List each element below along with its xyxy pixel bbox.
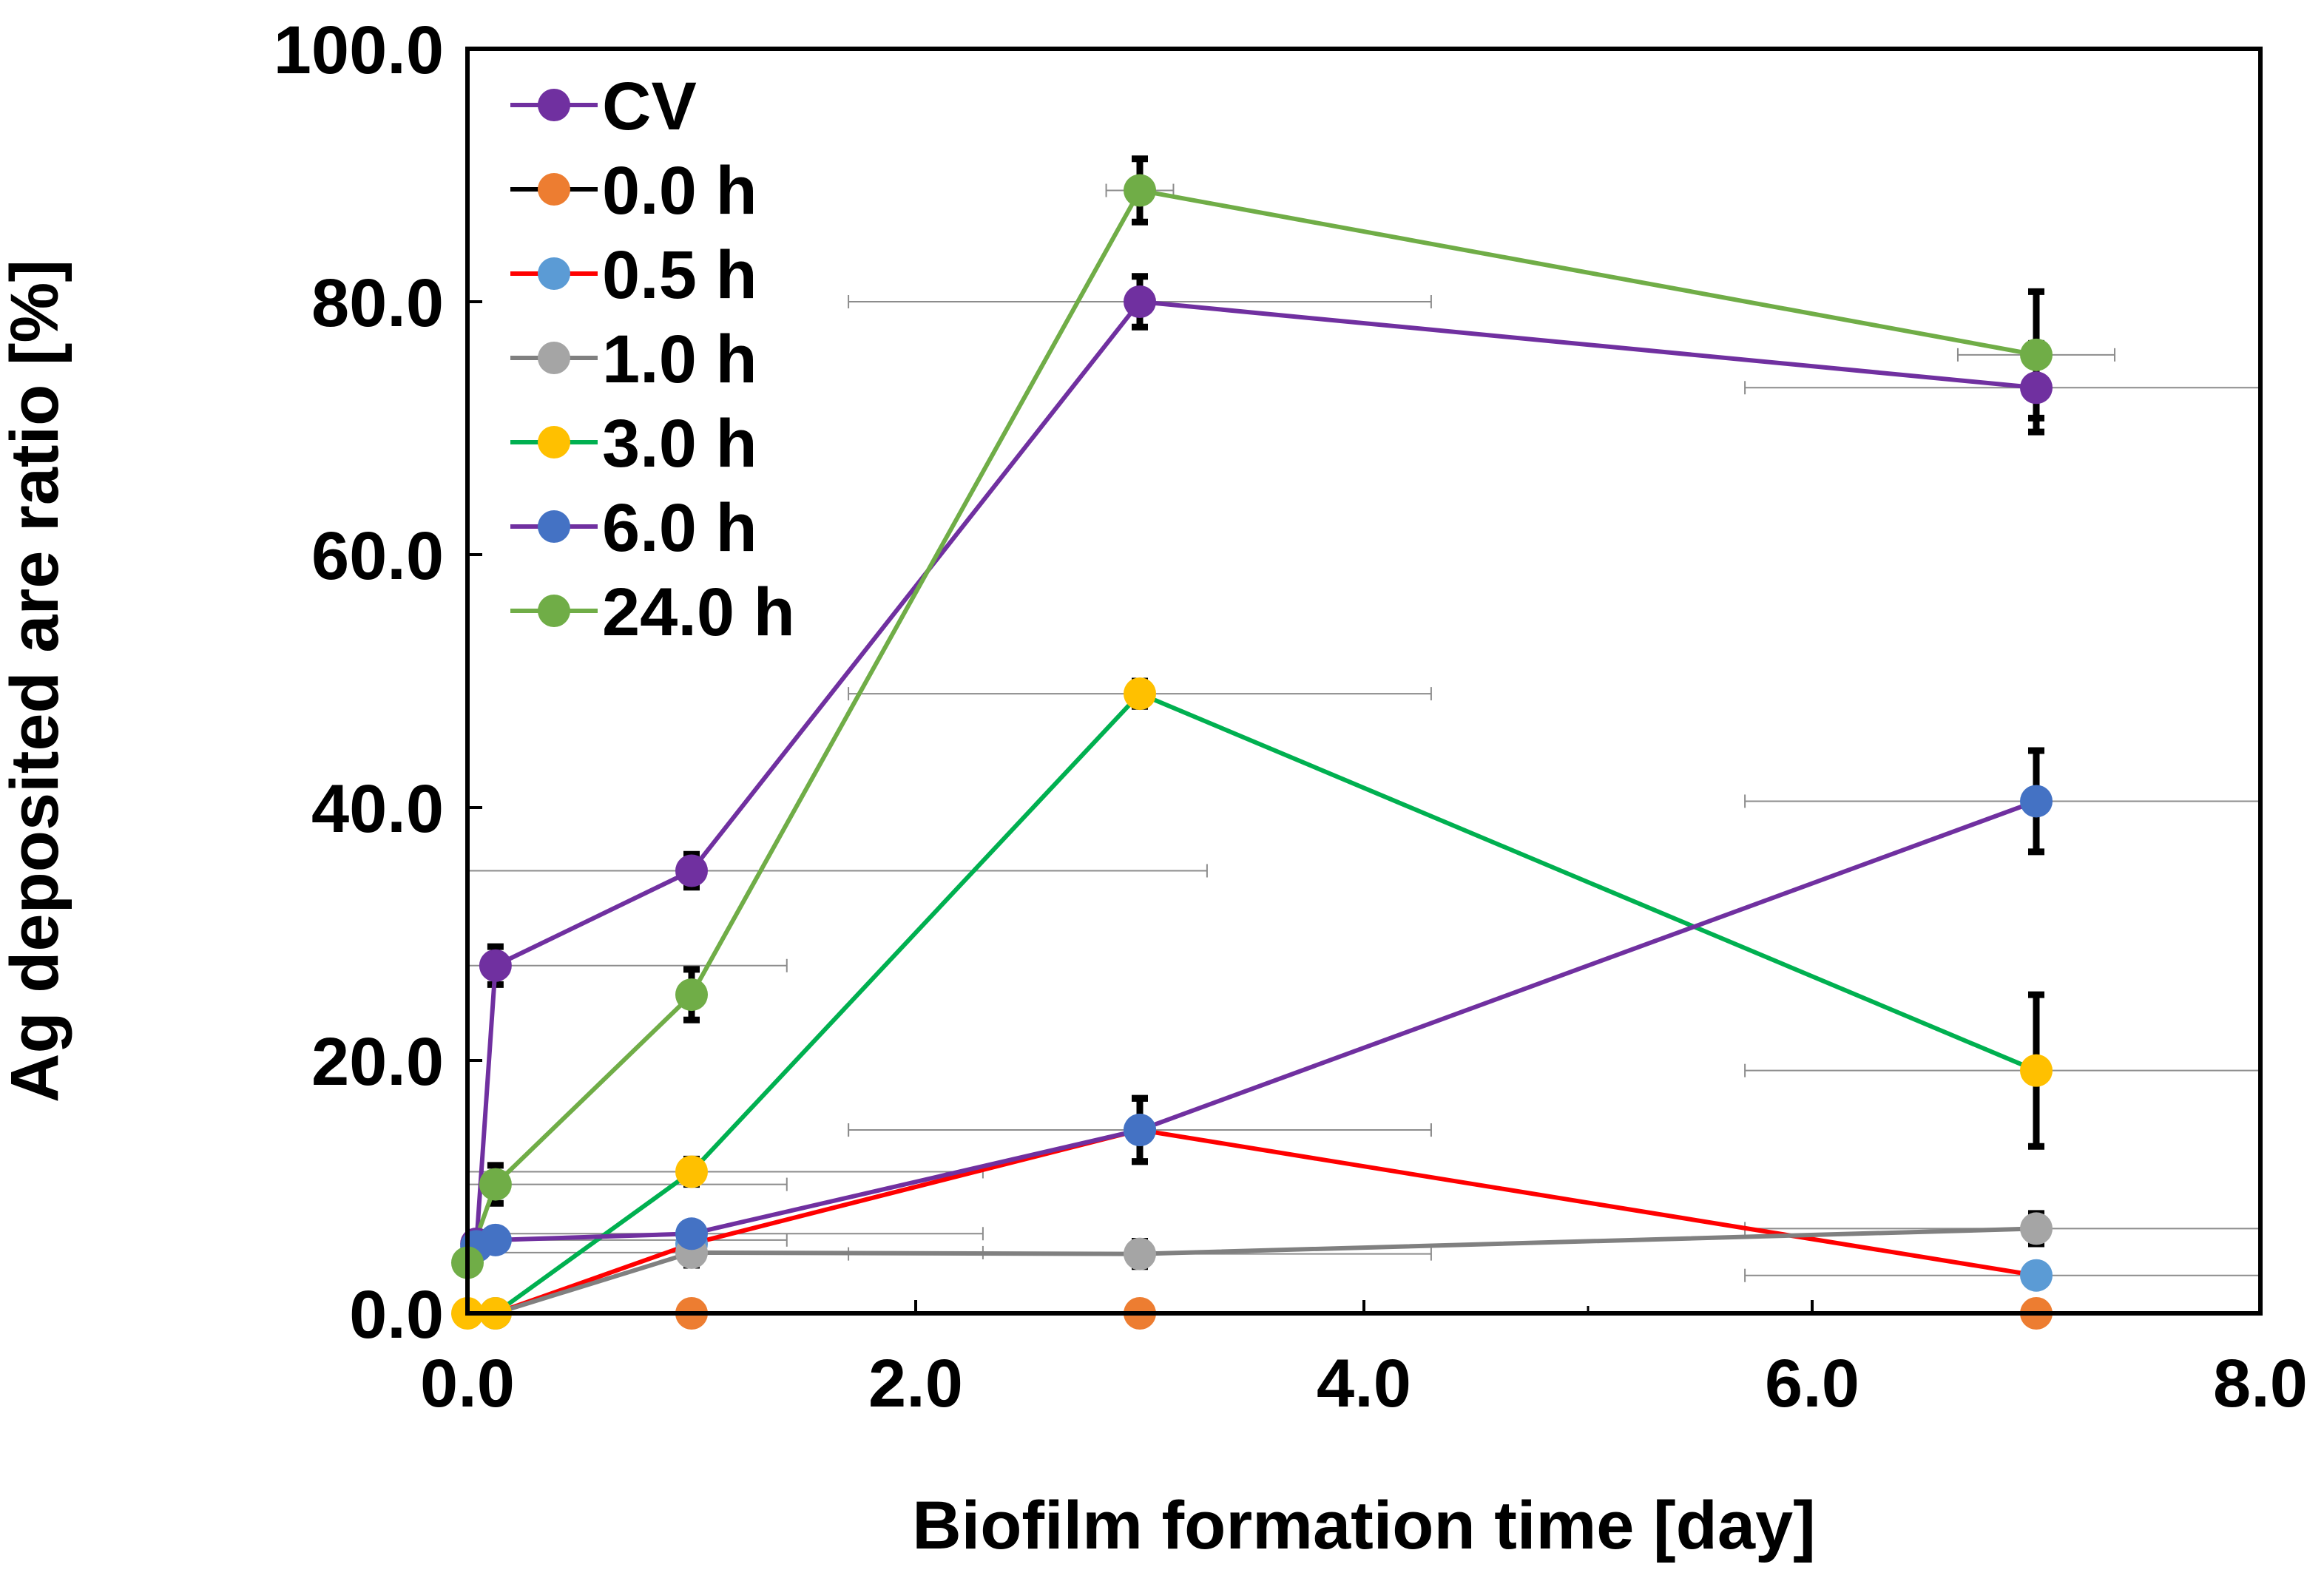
data-point — [2020, 1212, 2053, 1245]
legend-label: 24.0 h — [602, 575, 795, 650]
legend-marker — [538, 595, 570, 627]
data-point — [2020, 785, 2053, 818]
legend-marker — [538, 426, 570, 458]
legend-label: 3.0 h — [602, 406, 757, 481]
data-point — [2020, 1259, 2053, 1292]
data-point — [479, 949, 512, 982]
y-tick-label: 100.0 — [274, 13, 444, 88]
legend: CV 0.0 h 0.5 h 1.0 h 3.0 h 6.0 h 24.0 h — [510, 69, 795, 650]
tick-labels: 0.0 2.0 4.0 6.0 8.0 0.0 20.0 40.0 60.0 80.0 100.0 — [274, 13, 2308, 1421]
legend-marker — [538, 342, 570, 374]
y-tick-label: 40.0 — [311, 771, 444, 847]
x-axis-label: Biofilm formation time [day] — [912, 1488, 1816, 1563]
legend-label: CV — [602, 69, 697, 144]
data-point — [1124, 285, 1156, 318]
legend-label: 0.5 h — [602, 237, 757, 313]
legend-marker — [538, 510, 570, 543]
x-tick-label: 2.0 — [868, 1346, 963, 1421]
y-tick-label: 80.0 — [311, 265, 444, 341]
x-tick-label: 8.0 — [2213, 1346, 2308, 1421]
series-line — [494, 1226, 2037, 1316]
data-point — [675, 854, 708, 887]
legend-label: 1.0 h — [602, 322, 757, 397]
data-point — [1124, 1237, 1156, 1270]
legend-marker — [538, 257, 570, 290]
data-point — [675, 1155, 708, 1188]
data-point — [479, 1168, 512, 1201]
data-point — [2020, 371, 2053, 405]
data-point — [1124, 174, 1156, 207]
x-tick-label: 4.0 — [1317, 1346, 1411, 1421]
data-point — [2020, 338, 2053, 371]
y-tick-label: 60.0 — [311, 518, 444, 594]
legend-marker — [538, 173, 570, 206]
data-point — [479, 1223, 512, 1256]
data-point — [2020, 1054, 2053, 1087]
legend-label: 6.0 h — [602, 490, 757, 566]
data-markers — [451, 174, 2053, 1330]
plot-area-frame — [465, 47, 2263, 1316]
data-point — [675, 1217, 708, 1250]
legend-label: 0.0 h — [602, 153, 757, 229]
x-tick-label: 6.0 — [1765, 1346, 1859, 1421]
data-point — [1124, 677, 1156, 711]
data-point — [675, 978, 708, 1012]
x-tick-label: 0.0 — [420, 1346, 515, 1421]
y-axis-label: Ag deposited are ratio [%] — [0, 260, 72, 1103]
y-tick-label: 20.0 — [311, 1024, 444, 1100]
legend-marker — [538, 89, 570, 121]
y-tick-label: 0.0 — [349, 1277, 444, 1353]
series-line — [494, 1128, 2037, 1316]
data-point — [1124, 1114, 1156, 1147]
